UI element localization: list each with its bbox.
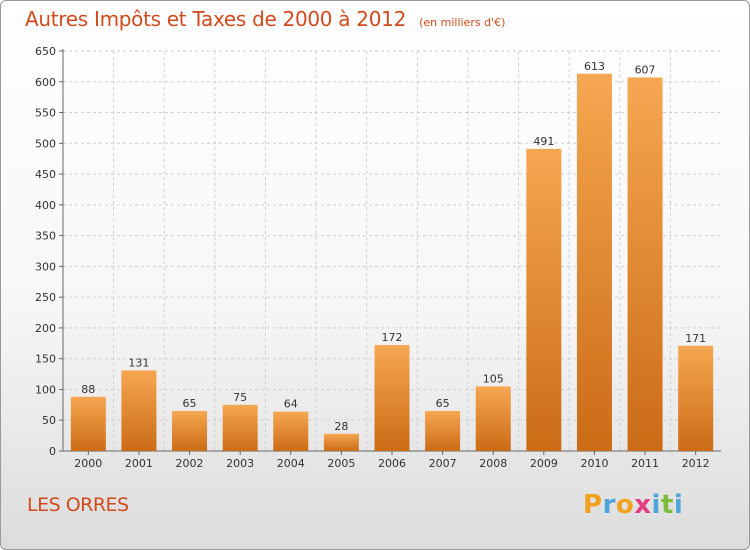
x-tick-label: 2004 <box>277 457 305 470</box>
chart-title: Autres Impôts et Taxes de 2000 à 2012 <box>25 7 406 31</box>
value-label-2008: 105 <box>483 372 504 385</box>
y-tick-label: 0 <box>49 445 56 458</box>
value-label-2005: 28 <box>334 420 348 433</box>
value-label-2012: 171 <box>685 332 706 345</box>
x-tick-label: 2002 <box>176 457 204 470</box>
proxiti-logo: Proxiti <box>583 490 683 520</box>
bar-2001 <box>121 370 157 451</box>
bar-2010 <box>576 73 612 452</box>
x-tick-label: 2012 <box>682 457 710 470</box>
x-tick-label: 2008 <box>479 457 507 470</box>
title-row: Autres Impôts et Taxes de 2000 à 2012 (e… <box>25 7 505 31</box>
logo-letter: r <box>602 490 616 520</box>
value-label-2009: 491 <box>533 135 554 148</box>
logo-letter: t <box>660 490 674 520</box>
y-tick-label: 300 <box>35 260 56 273</box>
chart-unit: (en milliers d'€) <box>419 16 506 29</box>
bar-2004 <box>273 411 309 451</box>
bar-2002 <box>172 411 208 451</box>
logo-letter: o <box>615 490 635 520</box>
bar-2006 <box>374 345 410 451</box>
bar-2009 <box>526 148 562 451</box>
value-label-2006: 172 <box>382 331 403 344</box>
y-tick-label: 400 <box>35 199 56 212</box>
value-label-2003: 75 <box>233 391 247 404</box>
bar-2003 <box>222 404 258 451</box>
x-tick-label: 2007 <box>429 457 457 470</box>
y-tick-label: 500 <box>35 137 56 150</box>
commune-name: LES ORRES <box>27 494 129 516</box>
logo-letter: P <box>583 490 603 520</box>
value-label-2001: 131 <box>128 356 149 369</box>
value-label-2000: 88 <box>81 383 95 396</box>
x-tick-label: 2009 <box>530 457 558 470</box>
x-tick-label: 2011 <box>631 457 659 470</box>
value-label-2002: 65 <box>183 397 197 410</box>
x-tick-label: 2000 <box>74 457 102 470</box>
value-label-2011: 607 <box>635 63 656 76</box>
x-tick-label: 2003 <box>226 457 254 470</box>
y-tick-label: 600 <box>35 76 56 89</box>
value-label-2004: 64 <box>284 398 298 411</box>
y-tick-label: 550 <box>35 107 56 120</box>
y-tick-label: 150 <box>35 353 56 366</box>
y-tick-label: 450 <box>35 168 56 181</box>
logo-letter: i <box>673 490 684 520</box>
bar-2005 <box>323 433 359 451</box>
logo-letter: x <box>634 490 652 520</box>
bar-2007 <box>425 411 461 451</box>
y-tick-label: 100 <box>35 383 56 396</box>
y-tick-label: 350 <box>35 230 56 243</box>
value-label-2010: 613 <box>584 60 605 73</box>
y-tick-label: 650 <box>35 45 56 58</box>
y-tick-label: 50 <box>42 414 56 427</box>
labels: 0 50 100 150 200 250 300 350 400 450 500 550 600 650 2… <box>35 45 710 470</box>
logo-letter: i <box>651 490 661 520</box>
bars <box>70 73 714 452</box>
value-label-2007: 65 <box>436 397 450 410</box>
x-tick-label: 2010 <box>580 457 608 470</box>
x-tick-label: 2005 <box>327 457 355 470</box>
y-tick-label: 250 <box>35 291 56 304</box>
x-tick-label: 2006 <box>378 457 406 470</box>
bar-2011 <box>627 77 663 451</box>
bar-2000 <box>70 396 106 451</box>
bar-2012 <box>678 345 714 451</box>
x-tick-label: 2001 <box>125 457 153 470</box>
bar-2008 <box>475 386 511 451</box>
y-tick-label: 200 <box>35 322 56 335</box>
